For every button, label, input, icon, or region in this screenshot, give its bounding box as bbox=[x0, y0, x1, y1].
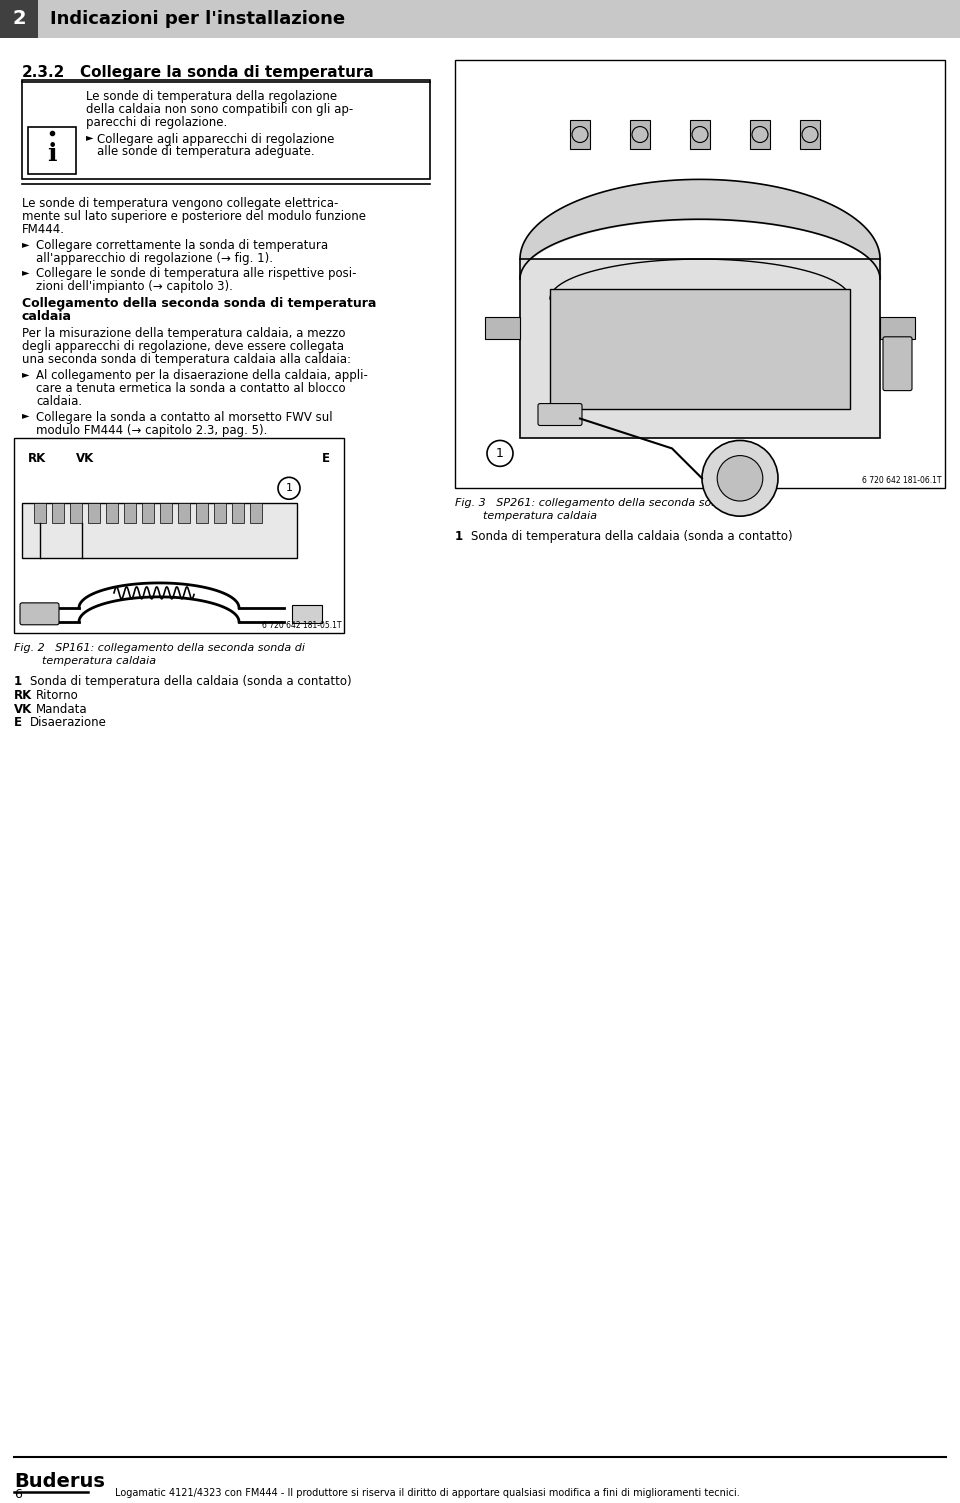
FancyBboxPatch shape bbox=[538, 404, 582, 425]
Text: alle sonde di temperatura adeguate.: alle sonde di temperatura adeguate. bbox=[97, 146, 315, 158]
Text: modulo FM444 (→ capitolo 2.3, pag. 5).: modulo FM444 (→ capitolo 2.3, pag. 5). bbox=[36, 424, 268, 436]
FancyBboxPatch shape bbox=[142, 504, 154, 523]
FancyBboxPatch shape bbox=[28, 126, 76, 174]
Text: Ritorno: Ritorno bbox=[36, 688, 79, 702]
Circle shape bbox=[717, 455, 763, 500]
Text: caldaia: caldaia bbox=[22, 310, 72, 323]
Circle shape bbox=[802, 126, 818, 143]
Text: ►: ► bbox=[22, 410, 30, 421]
Circle shape bbox=[632, 126, 648, 143]
FancyBboxPatch shape bbox=[630, 120, 650, 149]
FancyBboxPatch shape bbox=[20, 603, 59, 625]
Text: 6 720 642 181-06.1T: 6 720 642 181-06.1T bbox=[862, 476, 942, 485]
Circle shape bbox=[487, 440, 513, 466]
FancyBboxPatch shape bbox=[0, 0, 38, 38]
FancyBboxPatch shape bbox=[883, 337, 912, 391]
Text: E: E bbox=[322, 452, 330, 466]
FancyBboxPatch shape bbox=[570, 120, 590, 149]
Text: della caldaia non sono compatibili con gli ap-: della caldaia non sono compatibili con g… bbox=[86, 102, 353, 116]
Text: temperatura caldaia: temperatura caldaia bbox=[42, 655, 156, 666]
Text: Le sonde di temperatura della regolazione: Le sonde di temperatura della regolazion… bbox=[86, 90, 337, 102]
Circle shape bbox=[752, 126, 768, 143]
FancyBboxPatch shape bbox=[485, 317, 520, 338]
Text: 6 720 642 181-05.1T: 6 720 642 181-05.1T bbox=[261, 621, 341, 630]
FancyBboxPatch shape bbox=[70, 504, 82, 523]
FancyBboxPatch shape bbox=[550, 289, 850, 409]
Text: i: i bbox=[47, 143, 57, 167]
FancyBboxPatch shape bbox=[750, 120, 770, 149]
FancyBboxPatch shape bbox=[124, 504, 136, 523]
Text: mente sul lato superiore e posteriore del modulo funzione: mente sul lato superiore e posteriore de… bbox=[22, 210, 366, 224]
FancyBboxPatch shape bbox=[160, 504, 172, 523]
FancyBboxPatch shape bbox=[22, 80, 430, 179]
FancyBboxPatch shape bbox=[22, 504, 297, 558]
FancyBboxPatch shape bbox=[880, 317, 915, 338]
Text: E: E bbox=[14, 717, 22, 729]
Text: 1: 1 bbox=[14, 675, 22, 687]
FancyBboxPatch shape bbox=[178, 504, 190, 523]
FancyBboxPatch shape bbox=[14, 439, 344, 633]
Text: Fig. 3   SP261: collegamento della seconda sonda di: Fig. 3 SP261: collegamento della seconda… bbox=[455, 497, 746, 508]
Text: 1: 1 bbox=[496, 446, 504, 460]
Text: Buderus: Buderus bbox=[14, 1471, 105, 1491]
Text: care a tenuta ermetica la sonda a contatto al blocco: care a tenuta ermetica la sonda a contat… bbox=[36, 382, 346, 395]
FancyBboxPatch shape bbox=[52, 504, 64, 523]
FancyBboxPatch shape bbox=[196, 504, 208, 523]
Text: RK: RK bbox=[14, 688, 33, 702]
Text: 2.3.2: 2.3.2 bbox=[22, 65, 65, 80]
Text: Al collegamento per la disaerazione della caldaia, appli-: Al collegamento per la disaerazione dell… bbox=[36, 368, 368, 382]
FancyBboxPatch shape bbox=[250, 504, 262, 523]
FancyBboxPatch shape bbox=[88, 504, 100, 523]
Circle shape bbox=[702, 440, 778, 516]
Text: zioni dell'impianto (→ capitolo 3).: zioni dell'impianto (→ capitolo 3). bbox=[36, 280, 233, 293]
Circle shape bbox=[572, 126, 588, 143]
Text: VK: VK bbox=[76, 452, 94, 466]
Text: all'apparecchio di regolazione (→ fig. 1).: all'apparecchio di regolazione (→ fig. 1… bbox=[36, 253, 273, 265]
Text: caldaia.: caldaia. bbox=[36, 395, 83, 407]
Text: temperatura caldaia: temperatura caldaia bbox=[483, 511, 597, 522]
Text: una seconda sonda di temperatura caldaia alla caldaia:: una seconda sonda di temperatura caldaia… bbox=[22, 353, 351, 365]
Text: FM444.: FM444. bbox=[22, 224, 65, 236]
Text: 1: 1 bbox=[455, 531, 463, 543]
Text: ►: ► bbox=[22, 268, 30, 277]
FancyBboxPatch shape bbox=[520, 259, 880, 439]
Text: ►: ► bbox=[22, 239, 30, 249]
Text: Per la misurazione della temperatura caldaia, a mezzo: Per la misurazione della temperatura cal… bbox=[22, 326, 346, 340]
Text: 1: 1 bbox=[285, 484, 293, 493]
FancyBboxPatch shape bbox=[455, 60, 945, 488]
FancyBboxPatch shape bbox=[232, 504, 244, 523]
Text: Disaerazione: Disaerazione bbox=[30, 717, 107, 729]
Text: Collegare agli apparecchi di regolazione: Collegare agli apparecchi di regolazione bbox=[97, 132, 334, 146]
Text: parecchi di regolazione.: parecchi di regolazione. bbox=[86, 116, 228, 129]
FancyBboxPatch shape bbox=[690, 120, 710, 149]
Text: RK: RK bbox=[28, 452, 46, 466]
Text: Sonda di temperatura della caldaia (sonda a contatto): Sonda di temperatura della caldaia (sond… bbox=[30, 675, 351, 687]
Text: Collegare le sonde di temperatura alle rispettive posi-: Collegare le sonde di temperatura alle r… bbox=[36, 268, 356, 280]
Text: Collegare la sonda di temperatura: Collegare la sonda di temperatura bbox=[80, 65, 373, 80]
Text: Indicazioni per l'installazione: Indicazioni per l'installazione bbox=[50, 11, 346, 29]
FancyBboxPatch shape bbox=[292, 604, 322, 622]
Text: 6: 6 bbox=[14, 1488, 22, 1500]
Text: Fig. 2   SP161: collegamento della seconda sonda di: Fig. 2 SP161: collegamento della seconda… bbox=[14, 643, 305, 652]
Circle shape bbox=[692, 126, 708, 143]
FancyBboxPatch shape bbox=[0, 0, 960, 38]
Text: Collegamento della seconda sonda di temperatura: Collegamento della seconda sonda di temp… bbox=[22, 298, 376, 310]
Text: 2: 2 bbox=[12, 9, 26, 29]
FancyBboxPatch shape bbox=[214, 504, 226, 523]
FancyBboxPatch shape bbox=[800, 120, 820, 149]
Text: Collegare correttamente la sonda di temperatura: Collegare correttamente la sonda di temp… bbox=[36, 239, 328, 253]
Text: Collegare la sonda a contatto al morsetto FWV sul: Collegare la sonda a contatto al morsett… bbox=[36, 410, 332, 424]
Text: VK: VK bbox=[14, 702, 33, 715]
Text: ►: ► bbox=[22, 368, 30, 379]
Text: Mandata: Mandata bbox=[36, 702, 87, 715]
Text: Le sonde di temperatura vengono collegate elettrica-: Le sonde di temperatura vengono collegat… bbox=[22, 197, 338, 210]
Text: Logamatic 4121/4323 con FM444 - Il produttore si riserva il diritto di apportare: Logamatic 4121/4323 con FM444 - Il produ… bbox=[115, 1488, 740, 1497]
Text: degli apparecchi di regolazione, deve essere collegata: degli apparecchi di regolazione, deve es… bbox=[22, 340, 344, 353]
FancyBboxPatch shape bbox=[34, 504, 46, 523]
Text: Sonda di temperatura della caldaia (sonda a contatto): Sonda di temperatura della caldaia (sond… bbox=[471, 531, 793, 543]
FancyBboxPatch shape bbox=[106, 504, 118, 523]
Text: ►: ► bbox=[86, 132, 93, 143]
